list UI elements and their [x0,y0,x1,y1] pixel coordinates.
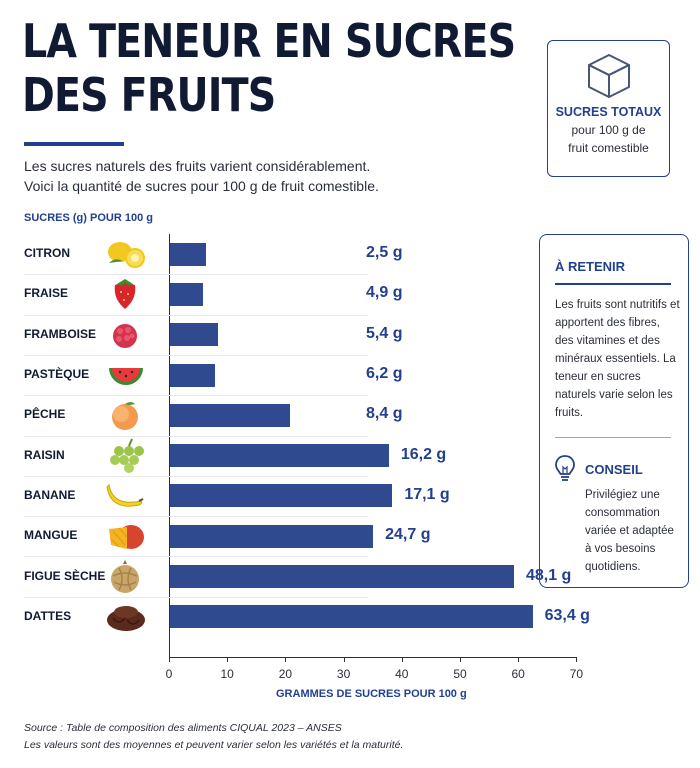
value-label: 16,2 g [400,445,447,463]
x-tick [518,657,520,662]
x-axis-line [169,657,577,658]
row-divider [24,395,368,397]
x-tick [401,657,403,662]
source-line-1: Source : Table de composition des alimen… [24,722,342,734]
title-line-1: LA TENEUR EN SUCRES [22,14,516,68]
bar [170,363,215,387]
x-tick [343,657,345,662]
dried-fig-icon [111,559,139,593]
bar [170,282,203,306]
category-label: FRAISE [24,286,69,301]
value-label: 8,4 g [366,405,403,423]
title-line-2: DES FRUITS [22,68,276,122]
conseil-text: Privilégiez une consommation variée et a… [585,489,674,573]
x-tick-label: 50 [453,667,467,681]
banana-icon [106,483,144,507]
y-axis-unit-label: SUCRES (g) POUR 100 g [24,212,153,224]
value-label: 5,4 g [366,324,403,342]
row-divider [24,435,368,437]
x-tick-label: 10 [220,667,234,681]
title-underline [24,142,124,146]
value-label: 17,1 g [404,485,450,503]
info-box-text: pour 100 g de fruit comestible [548,121,669,157]
bar [170,605,533,629]
bar [170,524,374,548]
value-label: 48,1 g [525,566,572,584]
value-label: 6,2 g [366,365,403,383]
retenir-heading: À RETENIR [555,259,626,274]
sugar-cube-icon [587,54,630,98]
dates-icon [107,605,145,631]
source-line-2: Les valeurs sont des moyennes et peuvent… [24,739,404,751]
row-divider [24,274,368,276]
lightbulb-icon [555,455,575,481]
bar [170,242,206,266]
x-tick [169,657,170,662]
x-tick-label: 40 [395,667,409,681]
x-tick [227,657,229,662]
x-tick [576,657,578,662]
retenir-text: Les fruits sont nutritifs et apportent d… [555,299,680,419]
row-divider [24,516,368,518]
bar [170,444,389,468]
value-label: 4,9 g [366,284,403,302]
row-divider [24,314,368,316]
category-label: CITRON [24,246,70,261]
panel-divider [555,283,671,285]
sugar-info-box: SUCRES TOTAUX pour 100 g de fruit comest… [547,40,670,177]
y-axis-line [169,234,170,658]
info-box-text-line-2: fruit comestible [568,141,649,155]
x-tick-label: 30 [336,667,351,681]
conseil-heading: CONSEIL [585,462,643,477]
subtitle-line-1: Les sucres naturels des fruits varient c… [24,158,371,174]
category-label: MANGUE [24,528,78,543]
bar [170,323,219,347]
category-label: PÊCHE [24,407,66,422]
category-label: FRAMBOISE [24,326,96,341]
peach-icon [112,402,138,431]
watermelon-icon [109,368,143,386]
x-tick-label: 70 [569,667,584,681]
row-divider [24,354,368,356]
x-tick-label: 20 [278,667,293,681]
bar [170,484,393,508]
category-label: PASTÈQUE [24,367,90,382]
source-note: Source : Table de composition des alimen… [24,720,403,754]
raspberry-icon [113,323,137,348]
x-tick [285,657,287,662]
mango-icon [109,525,144,550]
key-points-panel: À RETENIR Les fruits sont nutritifs et a… [539,234,689,588]
bar [170,403,290,427]
bar [170,565,514,589]
lemon-icon [108,242,145,269]
category-label: DATTES [24,608,72,623]
category-label: BANANE [24,487,76,502]
value-label: 24,7 g [385,526,431,544]
page-title: LA TENEUR EN SUCRES DES FRUITS [22,14,516,122]
info-box-text-line-1: pour 100 g de [571,123,646,137]
panel-divider-2 [555,437,671,438]
category-label: RAISIN [24,447,65,462]
value-label: 2,5 g [366,244,403,262]
row-divider [24,475,368,477]
strawberry-icon [114,279,136,310]
info-box-title: SUCRES TOTAUX [555,105,662,119]
subtitle-line-2: Voici la quantité de sucres pour 100 g d… [24,178,379,194]
row-divider [24,596,368,598]
row-divider [24,556,368,558]
subtitle: Les sucres naturels des fruits varient c… [24,156,464,196]
value-label: 63,4 g [544,606,590,624]
grapes-icon [110,438,144,473]
x-tick [460,657,461,662]
category-label: FIGUE SÈCHE [24,568,106,583]
x-tick-label: 0 [165,667,173,681]
x-axis-label: GRAMMES DE SUCRES POUR 100 g [276,688,467,700]
x-tick-label: 60 [511,667,525,681]
